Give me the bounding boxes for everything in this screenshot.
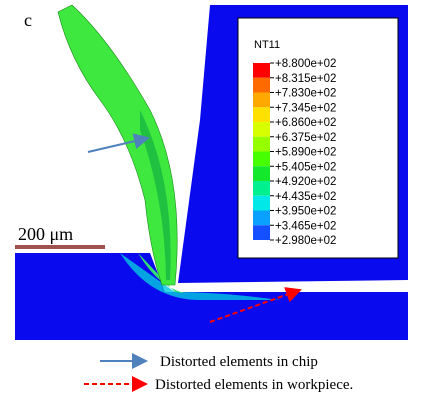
legend-title: NT11	[254, 39, 280, 51]
panel-label: c	[24, 10, 32, 30]
caption: Distorted elements in chip	[160, 354, 318, 370]
colorbar-label: +8.315e+02	[275, 73, 336, 85]
color-band	[253, 122, 270, 137]
color-band	[253, 93, 270, 108]
caption: Distorted elements in workpiece.	[155, 377, 353, 393]
figure: c NT11 +8.800e+02 +8.315e+02 +7.830e+02 +7.…	[0, 0, 424, 408]
colorbar-label: +5.890e+02	[275, 147, 336, 159]
colorbar-label: +7.830e+02	[275, 88, 336, 100]
color-band	[253, 63, 270, 78]
scale-bar	[15, 245, 105, 249]
color-band	[253, 78, 270, 93]
colorbar-label: +7.345e+02	[275, 102, 336, 114]
color-band	[253, 137, 270, 152]
color-band	[253, 196, 270, 211]
colorbar-label: +3.950e+02	[275, 206, 336, 218]
colorbar-label: +3.465e+02	[275, 220, 336, 232]
color-band	[253, 211, 270, 226]
color-band	[253, 225, 270, 240]
page: c NT11 +8.800e+02 +8.315e+02 +7.830e+02 +7.…	[0, 0, 424, 408]
colorbar-label: +2.980e+02	[275, 235, 336, 247]
colorbar-label: +4.920e+02	[275, 176, 336, 188]
colorbar-label: +5.405e+02	[275, 161, 336, 173]
colorbar-label: +8.800e+02	[275, 58, 336, 70]
colorbar-label: +6.375e+02	[275, 132, 336, 144]
color-band	[253, 166, 270, 181]
colorbar-label: +4.435e+02	[275, 191, 336, 203]
color-band	[253, 181, 270, 196]
colorbar-label: +6.860e+02	[275, 117, 336, 129]
color-band	[253, 107, 270, 122]
color-band	[253, 152, 270, 167]
scale-bar-label: 200 μm	[18, 224, 73, 244]
